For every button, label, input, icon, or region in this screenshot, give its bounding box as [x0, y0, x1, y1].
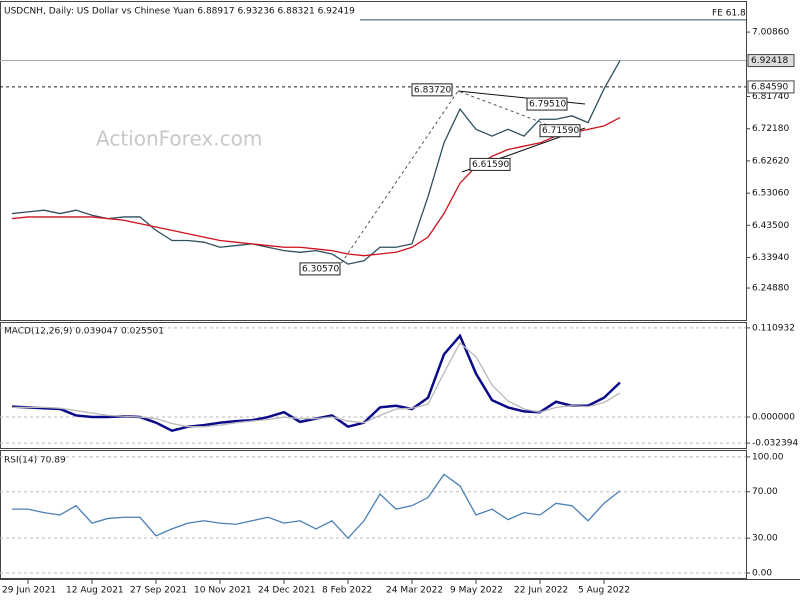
- y-tick-label: 6.81740: [752, 92, 789, 102]
- y-tick-label: 0.110932: [752, 323, 795, 333]
- chart-title: USDCNH, Daily: US Dollar vs Chinese Yuan…: [4, 7, 355, 17]
- series-line: [11, 60, 621, 265]
- annotation-label: 6.61590: [472, 160, 509, 170]
- y-tick-label: 0.00: [752, 569, 772, 579]
- y-tick-label: 6.43500: [752, 221, 789, 231]
- price-label: 6.92418: [751, 56, 788, 66]
- y-tick-label: 7.00860: [752, 28, 789, 38]
- x-tick-label: 12 Aug 2021: [66, 586, 124, 596]
- y-tick-label: 6.24880: [752, 284, 789, 294]
- annotation-label: 6.71590: [542, 126, 579, 136]
- fe-label: FE 61.8: [712, 8, 746, 18]
- y-tick-label: 30.00: [752, 534, 778, 544]
- annotation-label: 6.79510: [529, 100, 566, 110]
- watermark: ActionForex.com: [96, 127, 262, 151]
- x-tick-label: 8 Feb 2022: [322, 586, 372, 596]
- y-tick-label: 6.33940: [752, 253, 789, 263]
- rsi-panel: [0, 450, 747, 579]
- x-tick-label: 5 Aug 2022: [578, 586, 630, 596]
- macd-panel: [0, 322, 747, 449]
- price-label: 6.84590: [751, 82, 788, 92]
- annotation-label: 6.30570: [302, 264, 339, 274]
- y-tick-label: 6.53060: [752, 189, 789, 199]
- macd-title: MACD(12,26,9) 0.039047 0.025501: [4, 327, 164, 337]
- price-box: [747, 54, 795, 68]
- y-tick-label: 0.000000: [752, 413, 795, 423]
- series-line: [12, 473, 621, 540]
- annotation-box: [469, 157, 511, 171]
- wave-line: [337, 90, 556, 269]
- series-line: [12, 342, 621, 428]
- x-tick-label: 29 Jun 2021: [2, 586, 56, 596]
- y-tick-label: -0.032394: [752, 439, 798, 449]
- series-line: [11, 116, 621, 257]
- x-tick-label: 10 Nov 2021: [194, 586, 252, 596]
- y-tick-label: 70.00: [752, 487, 778, 497]
- y-tick-label: 6.72180: [752, 124, 789, 134]
- annotation-label: 6.83720: [414, 85, 451, 95]
- x-tick-label: 24 Mar 2022: [386, 586, 443, 596]
- rsi-title: RSI(14) 70.89: [4, 456, 66, 466]
- x-tick-label: 27 Sep 2021: [130, 586, 187, 596]
- price-box: [747, 80, 795, 94]
- x-tick-label: 24 Dec 2021: [258, 586, 316, 596]
- annotation-box: [539, 124, 581, 138]
- y-tick-label: 6.62620: [752, 156, 789, 166]
- x-tick-label: 22 Jun 2022: [514, 586, 568, 596]
- annotation-box: [299, 262, 341, 276]
- x-tick-label: 9 May 2022: [450, 586, 503, 596]
- annotation-box: [411, 83, 453, 97]
- annotation-box: [526, 97, 568, 111]
- y-tick-label: 100.00: [752, 452, 784, 462]
